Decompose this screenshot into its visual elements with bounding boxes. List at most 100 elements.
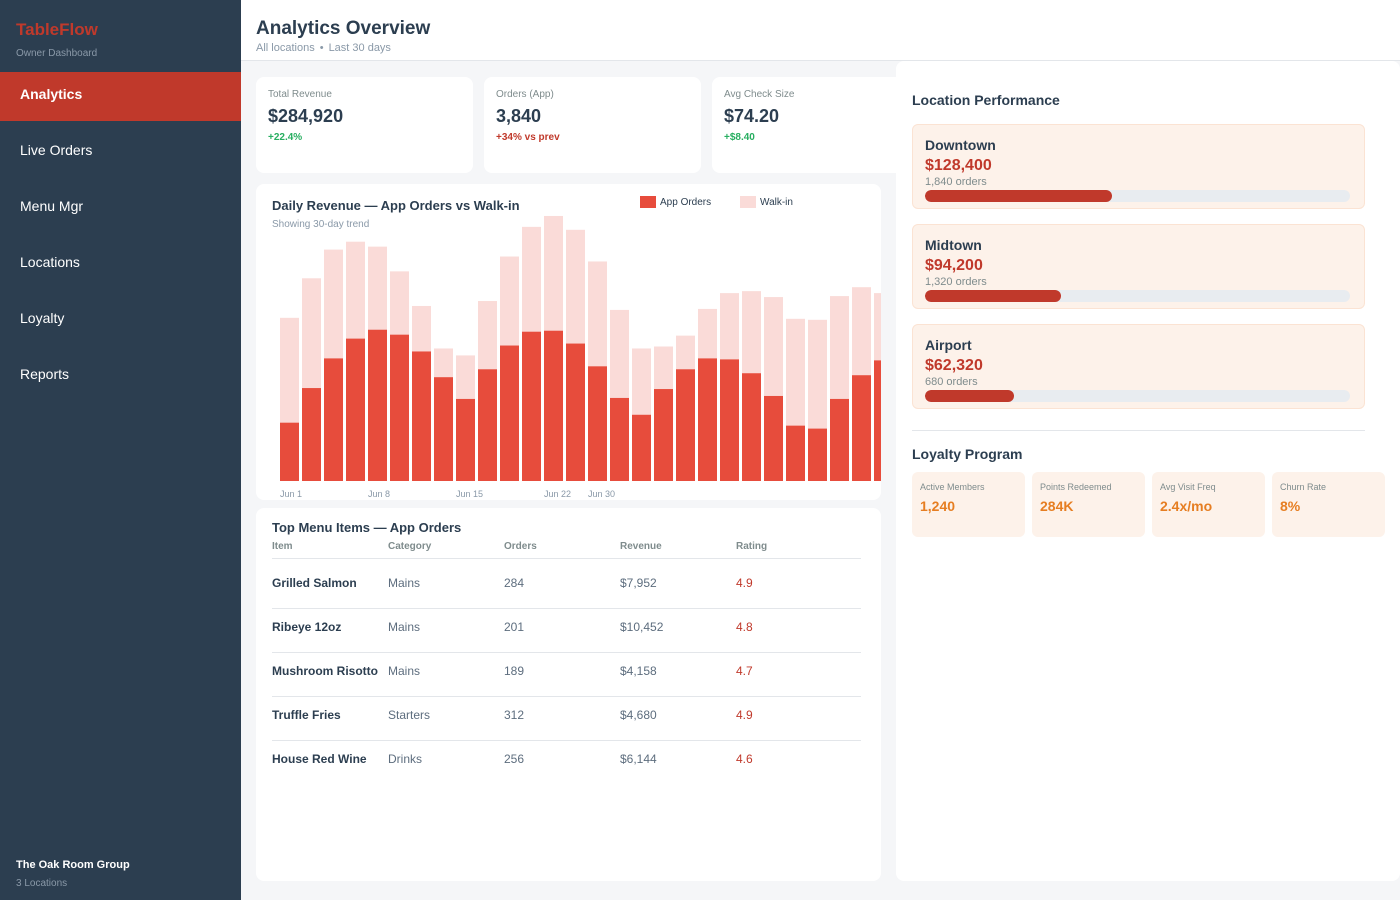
- bar-walk-in-24[interactable]: [786, 318, 805, 426]
- sidebar-item-locations[interactable]: Locations: [20, 254, 80, 270]
- bar-walk-in-3[interactable]: [324, 249, 343, 359]
- bar-app-orders-4[interactable]: [346, 338, 365, 481]
- cell-category: Mains: [388, 664, 421, 678]
- location-card-downtown[interactable]: Downtown $128,400 1,840 orders: [912, 124, 1365, 209]
- bar-walk-in-27[interactable]: [852, 287, 871, 376]
- bar-app-orders-19[interactable]: [676, 369, 695, 481]
- bar-app-orders-10[interactable]: [478, 369, 497, 481]
- sidebar-item-live-orders[interactable]: Live Orders: [20, 142, 93, 158]
- bar-app-orders-27[interactable]: [852, 375, 871, 481]
- bar-walk-in-17[interactable]: [632, 348, 651, 415]
- bar-app-orders-3[interactable]: [324, 358, 343, 481]
- bar-app-orders-8[interactable]: [434, 377, 453, 481]
- column-header-rating[interactable]: Rating: [736, 541, 768, 552]
- bar-walk-in-26[interactable]: [830, 296, 849, 399]
- location-card-airport[interactable]: Airport $62,320 680 orders: [912, 324, 1365, 409]
- location-scope[interactable]: All locations: [256, 42, 315, 54]
- cell-category: Mains: [388, 576, 421, 590]
- brand-logo-text[interactable]: TableFlow: [16, 20, 98, 39]
- column-header-item[interactable]: Item: [272, 541, 293, 552]
- bar-app-orders-14[interactable]: [566, 343, 585, 481]
- bar-app-orders-22[interactable]: [742, 373, 761, 481]
- bar-walk-in-8[interactable]: [434, 348, 453, 378]
- legend-item-walk-in[interactable]: Walk-in: [740, 196, 793, 208]
- bar-walk-in-12[interactable]: [522, 226, 541, 332]
- bar-app-orders-24[interactable]: [786, 425, 805, 481]
- bar-walk-in-11[interactable]: [500, 256, 519, 346]
- bar-app-orders-12[interactable]: [522, 331, 541, 481]
- sidebar-item-analytics[interactable]: Analytics: [0, 72, 241, 121]
- bar-app-orders-21[interactable]: [720, 359, 739, 481]
- column-header-category[interactable]: Category: [388, 541, 432, 552]
- bar-app-orders-16[interactable]: [610, 397, 629, 481]
- sidebar-item-loyalty[interactable]: Loyalty: [20, 310, 65, 326]
- location-share-bar: [925, 290, 1350, 302]
- bar-app-orders-13[interactable]: [544, 330, 563, 481]
- bar-walk-in-5[interactable]: [368, 246, 387, 330]
- bar-walk-in-16[interactable]: [610, 309, 629, 398]
- bar-walk-in-28[interactable]: [874, 293, 881, 361]
- legend-label: Walk-in: [760, 196, 793, 208]
- date-range[interactable]: Last 30 days: [328, 42, 391, 54]
- bar-app-orders-15[interactable]: [588, 366, 607, 481]
- bar-walk-in-20[interactable]: [698, 308, 717, 359]
- bar-app-orders-6[interactable]: [390, 334, 409, 481]
- bar-app-orders-25[interactable]: [808, 428, 827, 481]
- table-row[interactable]: House Red Wine Drinks 256 $6,144 4.6: [272, 741, 861, 785]
- bar-app-orders-18[interactable]: [654, 389, 673, 481]
- cell-orders: 256: [504, 752, 525, 766]
- location-card-midtown[interactable]: Midtown $94,200 1,320 orders: [912, 224, 1365, 309]
- bar-walk-in-7[interactable]: [412, 305, 431, 352]
- bar-app-orders-11[interactable]: [500, 345, 519, 481]
- sidebar-item-menu-mgr[interactable]: Menu Mgr: [20, 198, 84, 214]
- location-share-bar: [925, 390, 1350, 402]
- daily-revenue-chart: Jun 1 Jun 8 Jun 15 Jun 22 Jun 30: [280, 215, 881, 499]
- bar-walk-in-25[interactable]: [808, 319, 827, 429]
- bar-walk-in-15[interactable]: [588, 261, 607, 367]
- column-header-revenue[interactable]: Revenue: [620, 541, 662, 552]
- brand: TableFlow Owner Dashboard: [16, 20, 98, 59]
- bar-app-orders-1[interactable]: [280, 422, 299, 481]
- chart-subtitle: Showing 30-day trend: [272, 219, 370, 230]
- bar-walk-in-2[interactable]: [302, 278, 321, 389]
- bar-walk-in-21[interactable]: [720, 293, 739, 360]
- bar-walk-in-22[interactable]: [742, 291, 761, 374]
- bar-app-orders-17[interactable]: [632, 414, 651, 481]
- bar-walk-in-23[interactable]: [764, 297, 783, 396]
- table-row[interactable]: Truffle Fries Starters 312 $4,680 4.9: [272, 697, 861, 741]
- bar-app-orders-28[interactable]: [874, 360, 881, 481]
- table-row[interactable]: Mushroom Risotto Mains 189 $4,158 4.7: [272, 653, 861, 697]
- bar-walk-in-19[interactable]: [676, 335, 695, 370]
- location-orders: 1,840 orders: [925, 176, 987, 188]
- column-header-orders[interactable]: Orders: [504, 541, 537, 552]
- bar-walk-in-14[interactable]: [566, 229, 585, 344]
- bar-walk-in-1[interactable]: [280, 317, 299, 423]
- table-row[interactable]: Ribeye 12oz Mains 201 $10,452 4.8: [272, 609, 861, 653]
- table-row[interactable]: Grilled Salmon Mains 284 $7,952 4.9: [272, 559, 861, 609]
- bar-app-orders-20[interactable]: [698, 358, 717, 481]
- bar-app-orders-2[interactable]: [302, 388, 321, 481]
- cell-item: Mushroom Risotto: [272, 664, 378, 678]
- bar-walk-in-18[interactable]: [654, 346, 673, 390]
- kpi-delta: +$8.40: [724, 132, 755, 143]
- cell-rating: 4.6: [736, 752, 753, 766]
- location-revenue: $128,400: [925, 157, 992, 174]
- cell-revenue: $4,158: [620, 664, 657, 678]
- bar-app-orders-9[interactable]: [456, 398, 475, 481]
- bar-walk-in-10[interactable]: [478, 301, 497, 370]
- bar-walk-in-9[interactable]: [456, 355, 475, 399]
- bar-app-orders-7[interactable]: [412, 351, 431, 481]
- cell-item: House Red Wine: [272, 752, 367, 766]
- bar-walk-in-6[interactable]: [390, 271, 409, 335]
- bar-walk-in-4[interactable]: [346, 241, 365, 339]
- location-orders: 1,320 orders: [925, 276, 987, 288]
- x-tick-label: Jun 30: [588, 489, 615, 499]
- bar-app-orders-5[interactable]: [368, 329, 387, 481]
- sidebar-item-reports[interactable]: Reports: [20, 366, 70, 382]
- top-menu-items-card: Top Menu Items — App Orders Item Categor…: [256, 508, 881, 881]
- bar-app-orders-23[interactable]: [764, 395, 783, 481]
- bar-walk-in-13[interactable]: [544, 215, 563, 331]
- legend-swatch-walk-in: [740, 196, 756, 208]
- bar-app-orders-26[interactable]: [830, 398, 849, 481]
- legend-item-app-orders[interactable]: App Orders: [640, 196, 711, 208]
